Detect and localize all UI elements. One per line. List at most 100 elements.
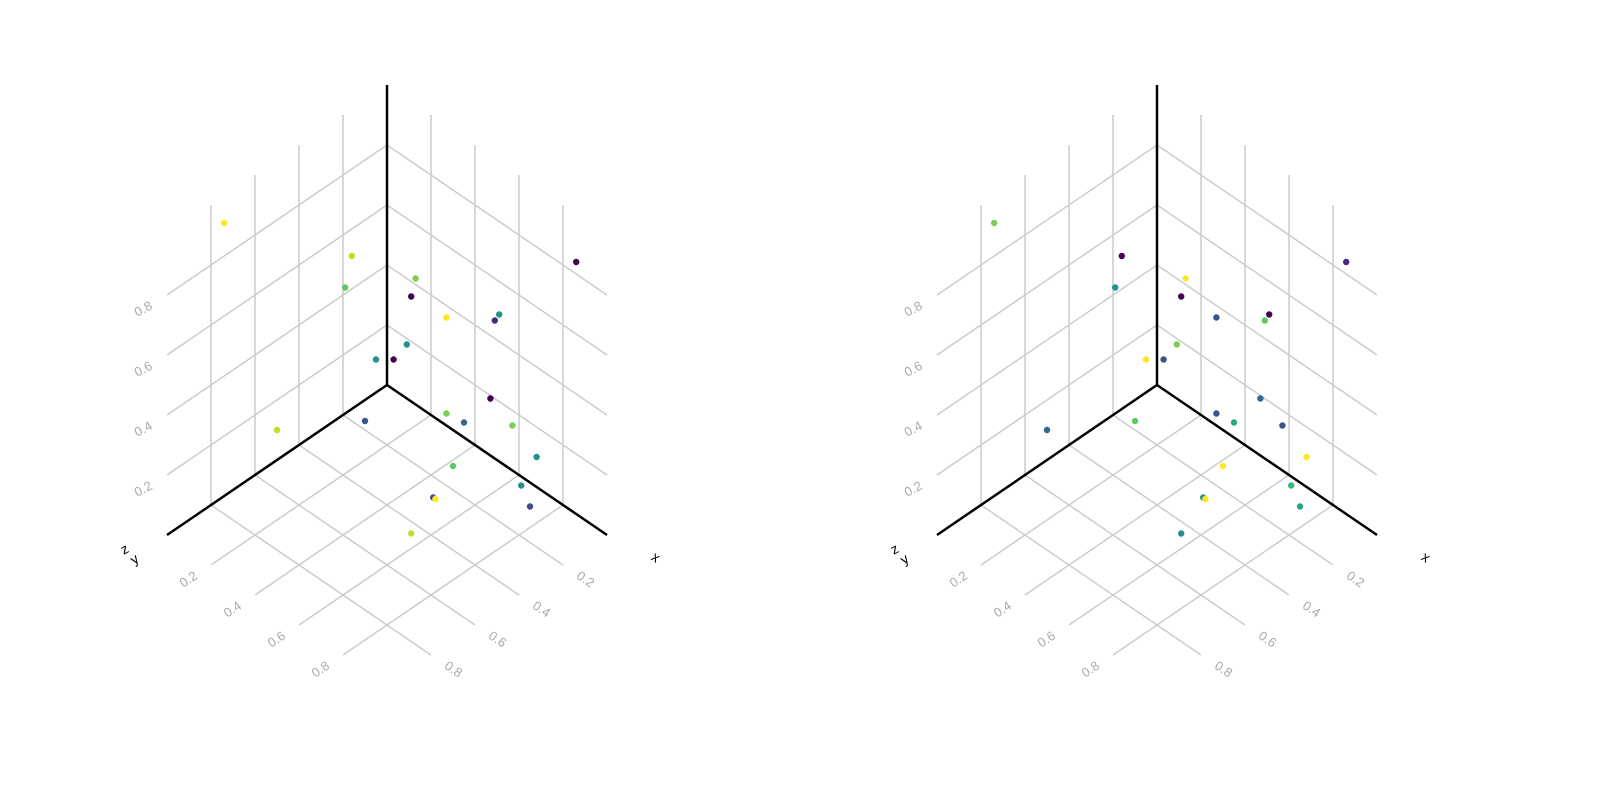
z-tick-label: 0.6	[902, 358, 925, 380]
grid-line	[1156, 324, 1378, 476]
y-tick-label: 0.6	[1035, 628, 1058, 651]
point	[408, 530, 415, 537]
grid-line	[1068, 444, 1290, 596]
z-axis-title: z	[888, 540, 902, 557]
y-tick-label: 0.4	[221, 598, 244, 621]
axis-line	[936, 383, 1158, 537]
point	[432, 495, 439, 503]
point	[221, 219, 228, 227]
grid-line	[342, 414, 564, 566]
grid-line	[936, 324, 1158, 476]
y-tick-label: 0.2	[947, 568, 970, 591]
x-axis-title: x	[649, 548, 664, 565]
grid-line	[210, 414, 432, 566]
point	[1343, 258, 1350, 266]
y-tick-label: 0.8	[309, 658, 332, 681]
grid-line	[254, 444, 476, 596]
point	[1043, 426, 1051, 434]
point	[1213, 314, 1220, 321]
grid-line	[298, 444, 520, 596]
point	[390, 356, 397, 363]
grid-line	[166, 264, 388, 416]
x-tick-label: 0.6	[1256, 628, 1279, 651]
grid-line	[166, 324, 388, 476]
grid-line	[1156, 264, 1378, 416]
x-axis-title: x	[1419, 548, 1434, 565]
z-tick-label: 0.8	[132, 298, 155, 320]
grid-line	[386, 264, 608, 416]
point	[518, 482, 525, 489]
x-tick-label: 0.4	[530, 598, 553, 621]
point	[1261, 317, 1269, 324]
axis-line	[166, 383, 388, 537]
x-tick-label: 0.8	[1212, 658, 1235, 681]
grid-line	[386, 144, 608, 296]
grid-line	[1112, 504, 1334, 656]
point	[1266, 311, 1273, 318]
point	[491, 317, 498, 324]
point	[1178, 293, 1185, 300]
point	[361, 417, 369, 425]
point	[1173, 341, 1181, 348]
point	[372, 356, 380, 363]
grid-line	[298, 474, 520, 626]
grid-line	[166, 144, 388, 296]
z-tick-label: 0.8	[902, 298, 925, 320]
point	[460, 419, 468, 426]
point	[408, 293, 415, 300]
grid-line	[980, 504, 1202, 656]
point	[348, 252, 355, 260]
y-tick-label: 0.6	[265, 628, 288, 651]
point	[1131, 417, 1139, 425]
point	[1296, 503, 1304, 510]
point	[526, 503, 534, 510]
z-tick-label: 0.2	[902, 478, 925, 500]
point	[1279, 422, 1286, 429]
grid-line	[210, 504, 432, 656]
grid-line	[342, 504, 564, 656]
point	[509, 422, 516, 429]
point	[1213, 410, 1220, 417]
grid-line	[936, 204, 1158, 356]
point	[533, 453, 540, 461]
point	[496, 311, 503, 318]
grid-line	[1024, 474, 1246, 626]
point	[443, 410, 450, 417]
axis-line	[1156, 383, 1378, 537]
point	[1118, 252, 1126, 260]
x-tick-label: 0.6	[486, 628, 509, 651]
point	[273, 426, 281, 434]
grid-line	[936, 264, 1158, 416]
grid-line	[1068, 474, 1290, 626]
point	[342, 284, 349, 291]
point	[1142, 356, 1150, 363]
point	[1160, 356, 1167, 363]
x-tick-label: 0.2	[574, 568, 597, 591]
point	[1112, 284, 1119, 291]
grid-line	[1024, 444, 1246, 596]
point	[1257, 395, 1264, 402]
point	[1288, 482, 1295, 489]
z-tick-label: 0.2	[132, 478, 155, 500]
grid-line	[980, 414, 1202, 566]
point	[487, 395, 494, 402]
point	[573, 258, 580, 266]
point	[1178, 530, 1185, 537]
point	[991, 219, 998, 227]
y-tick-label: 0.2	[177, 568, 200, 591]
z-tick-label: 0.4	[132, 418, 155, 440]
point	[1219, 462, 1227, 470]
point	[443, 314, 450, 321]
grid-line	[386, 324, 608, 476]
point	[412, 275, 419, 282]
point	[403, 341, 410, 348]
z-tick-label: 0.4	[902, 418, 925, 440]
point	[449, 462, 457, 470]
y-tick-label: 0.4	[991, 598, 1014, 621]
point	[1230, 419, 1238, 426]
point	[1303, 453, 1310, 461]
